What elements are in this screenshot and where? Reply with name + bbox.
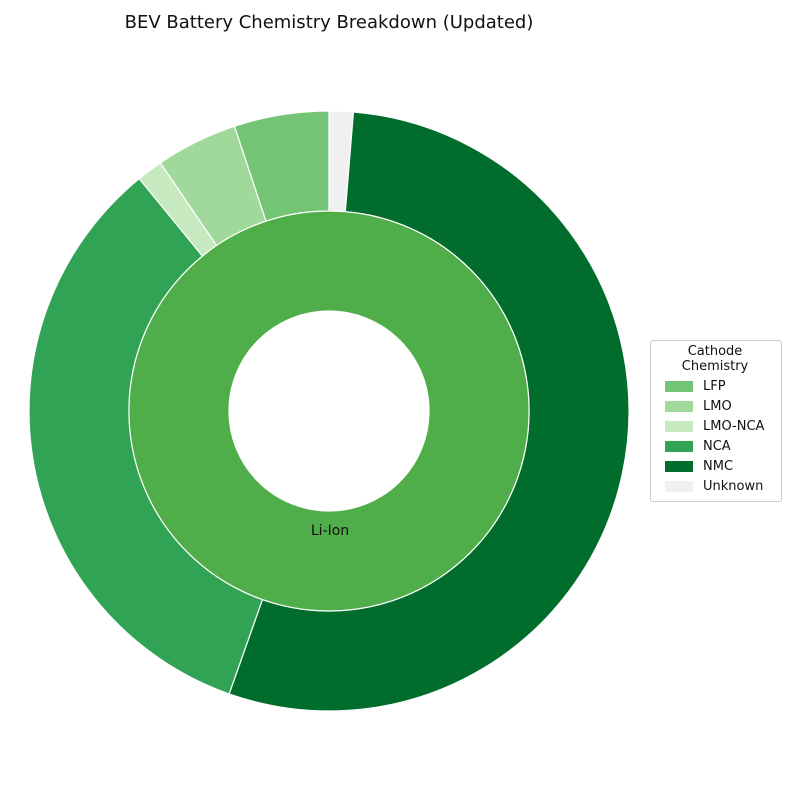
inner-ring	[128, 210, 530, 612]
outer-ring	[28, 110, 630, 712]
legend-label: NCA	[703, 438, 731, 454]
legend-label: LMO	[703, 398, 732, 414]
legend-label: NMC	[703, 458, 734, 474]
legend-label: Unknown	[703, 478, 764, 494]
legend-items: LFP LMO LMO-NCA NCA NMC Unknown	[665, 376, 773, 496]
legend-swatch	[665, 440, 693, 452]
legend-item: Unknown	[665, 476, 773, 496]
legend-label: LMO-NCA	[703, 418, 765, 434]
legend-title: Cathode Chemistry	[681, 344, 749, 374]
legend-item: LFP	[665, 376, 773, 396]
inner-ring-label: Li-Ion	[311, 523, 349, 539]
inner-ring-labels: Li-Ion	[311, 523, 349, 539]
legend-swatch	[665, 400, 693, 412]
legend-label: LFP	[703, 378, 726, 394]
legend-swatch	[665, 380, 693, 392]
chart-title: BEV Battery Chemistry Breakdown (Updated…	[124, 12, 534, 33]
inner-slice-li-ion	[128, 210, 530, 612]
legend-item: NCA	[665, 436, 773, 456]
legend-item: LMO-NCA	[665, 416, 773, 436]
legend-swatch	[665, 480, 693, 492]
legend: Cathode Chemistry LFP LMO LMO-NCA NCA NMC Unk…	[650, 340, 782, 502]
legend-item: NMC	[665, 456, 773, 476]
legend-item: LMO	[665, 396, 773, 416]
legend-swatch	[665, 420, 693, 432]
legend-swatch	[665, 460, 693, 472]
